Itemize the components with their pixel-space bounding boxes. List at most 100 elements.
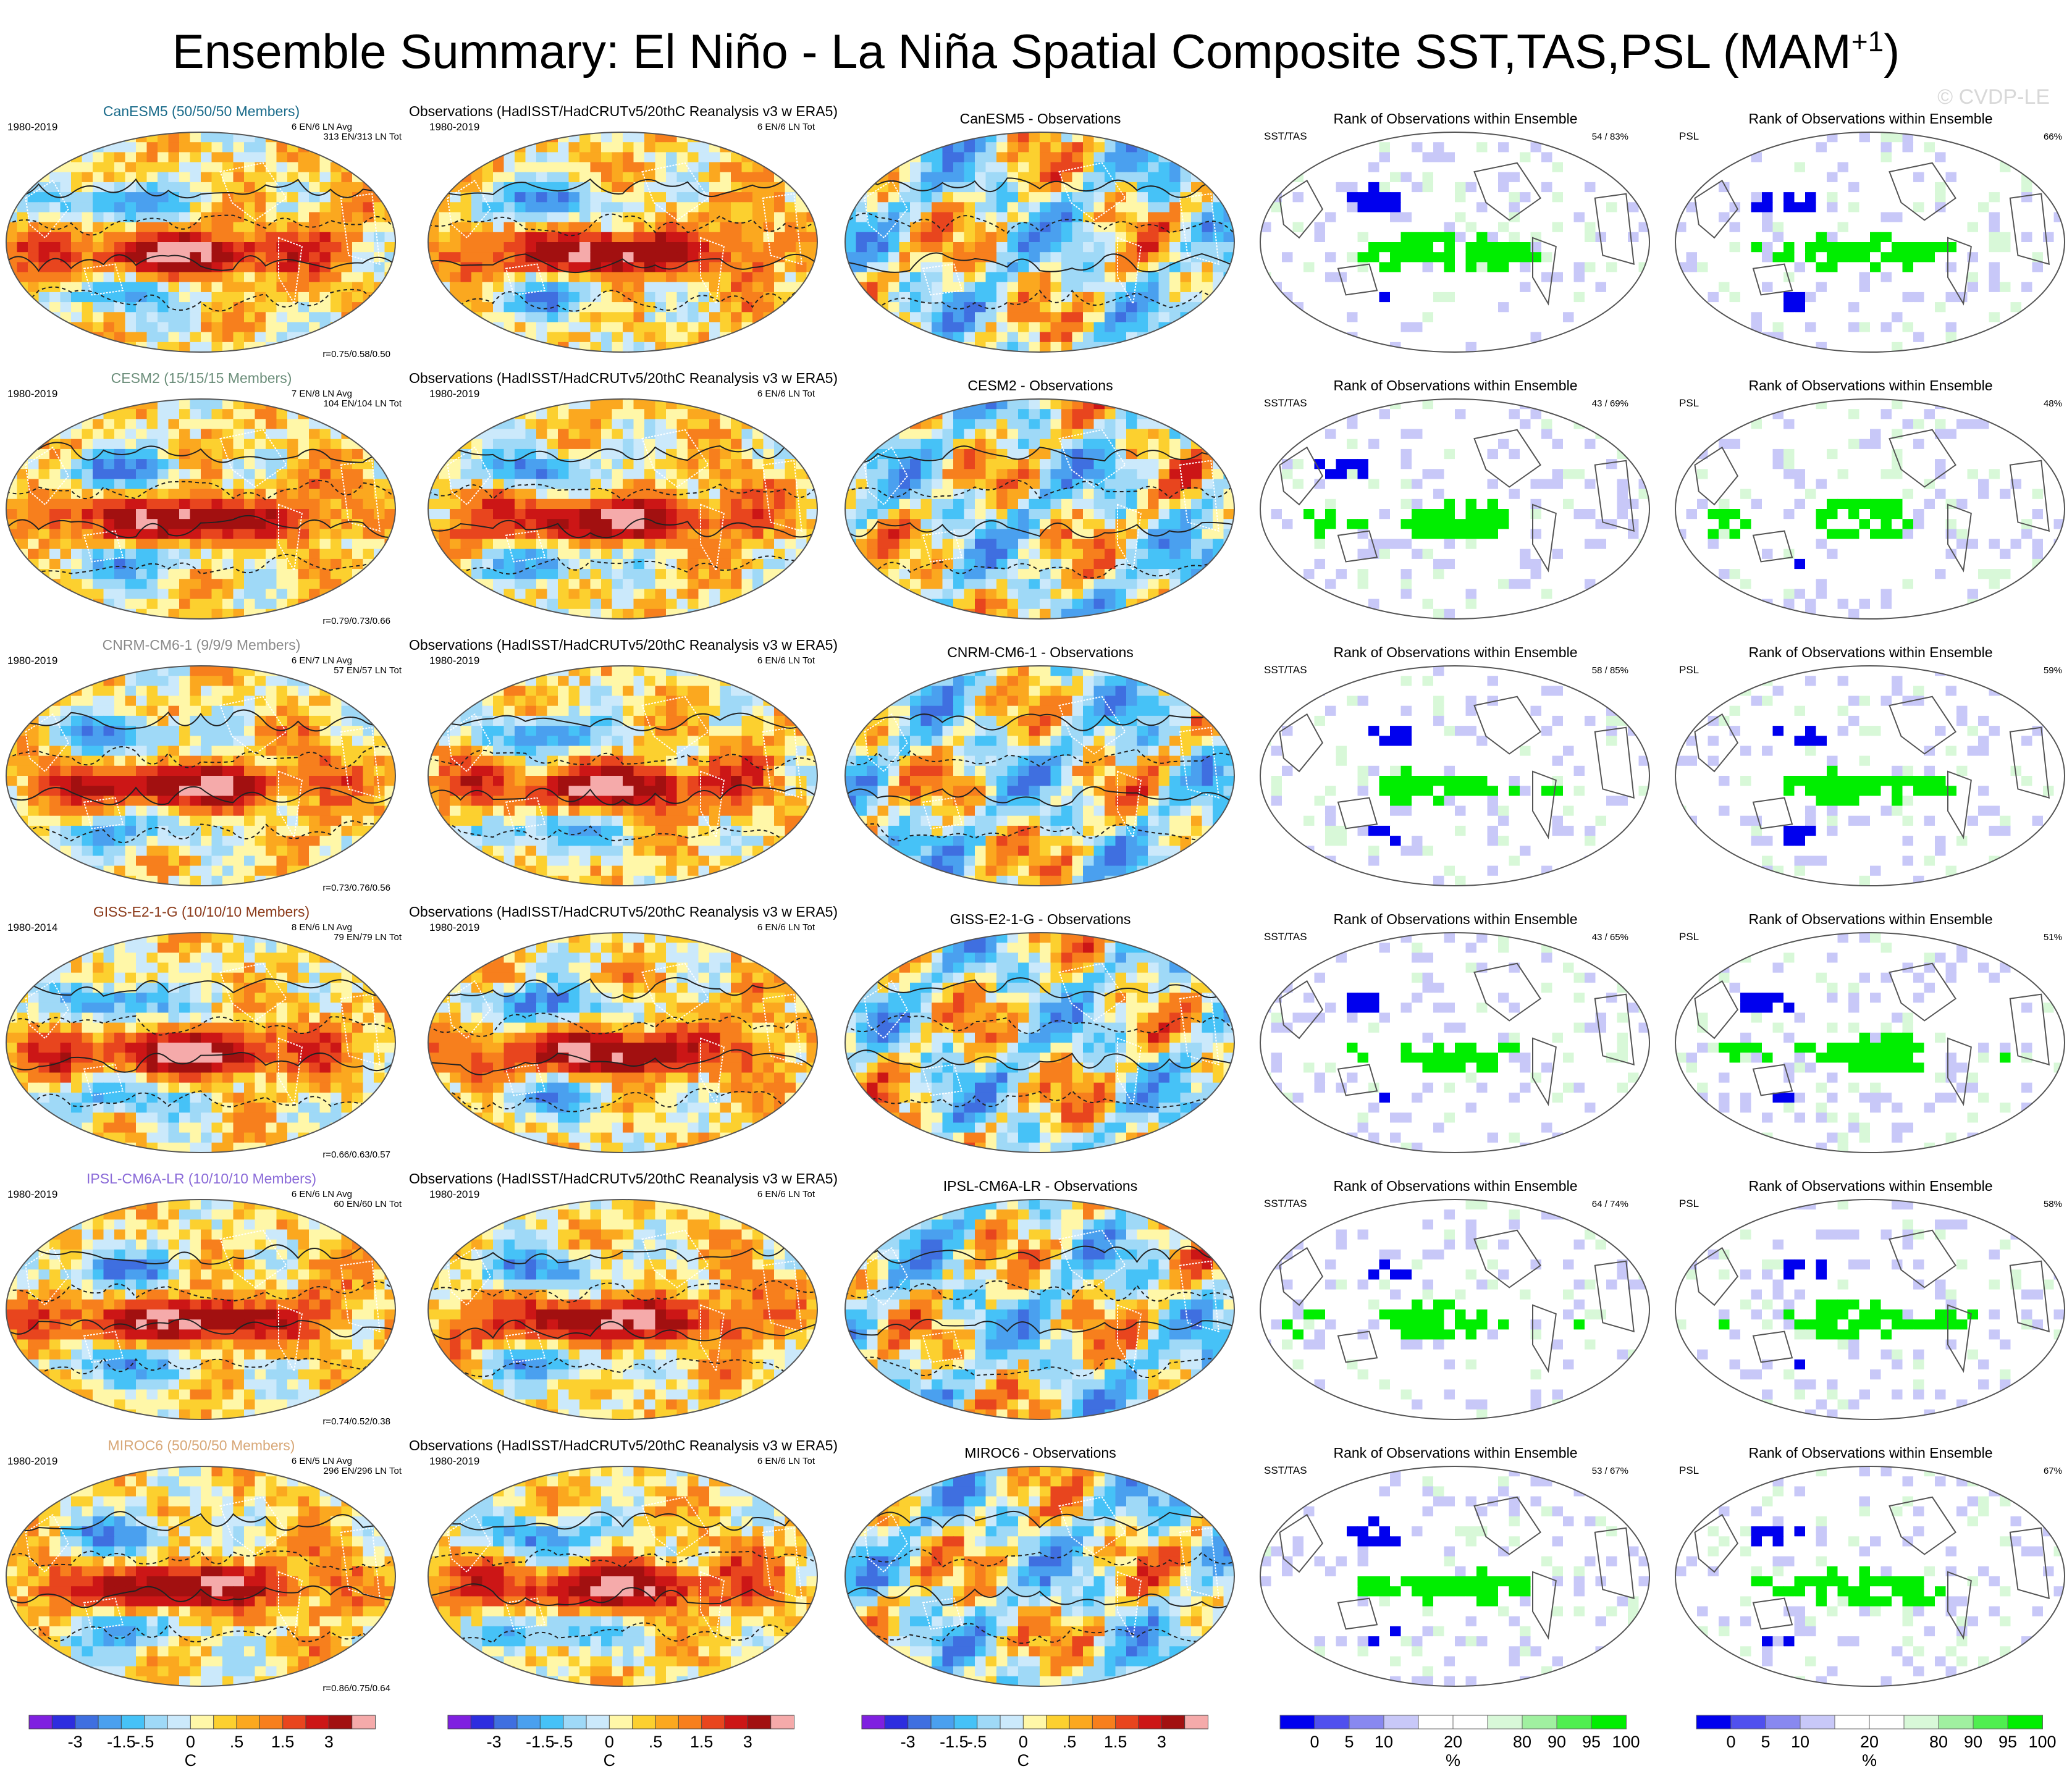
continent-outline: [641, 162, 709, 221]
continent-outline: [505, 1597, 546, 1630]
psl-contour: [6, 1052, 395, 1073]
colorbar-swatch: [1696, 1715, 1732, 1729]
colorbar-unit: %: [1862, 1751, 1877, 1770]
continent-outline: [1058, 1496, 1126, 1555]
model-counts-tot: 313 EN/313 LN Tot: [324, 132, 402, 142]
continent-outline: [1117, 1571, 1142, 1640]
colorbar-swatch: [213, 1715, 238, 1729]
map-border: [427, 1199, 818, 1420]
obs-counts: 6 EN/6 LN Tot: [757, 1189, 815, 1200]
colorbar-swatch: [930, 1715, 955, 1729]
panel-row: MIROC6 (50/50/50 Members) 1980-2019 6 EN/5…: [6, 1437, 2065, 1694]
continent-outline: [219, 429, 287, 488]
psl-contour: [845, 1090, 1234, 1108]
psl-contour: [6, 553, 395, 575]
map-border: [6, 1199, 396, 1420]
obs-panel: Observations (HadISST/HadCRUTv5/20thC Re…: [409, 1170, 838, 1420]
map-border: [1675, 932, 2065, 1153]
colorbar-tick-label: 1.5: [1104, 1733, 1127, 1751]
sst-rank-value: 53 / 67%: [1592, 1466, 1628, 1476]
psl-contour: [6, 1015, 395, 1036]
continent-outline: [340, 193, 381, 265]
colorbar-unit: C: [1017, 1751, 1030, 1770]
sst-rank-panel: Rank of Observations within Ensemble SST/…: [1260, 1445, 1650, 1687]
psl-contour: [6, 214, 395, 236]
psl-contour: [6, 820, 395, 843]
psl-rank-value: 67%: [2044, 1466, 2062, 1476]
colorbar-swatch: [1522, 1715, 1557, 1729]
continent-outline: [1532, 1037, 1557, 1106]
continent-outline: [922, 263, 963, 296]
continent-outline: [505, 263, 546, 296]
continent-outline: [1058, 162, 1126, 221]
continent-outline: [1117, 1037, 1142, 1106]
psl-contour: [845, 520, 1234, 539]
psl-rank-panel: Rank of Observations within Ensemble PSL 4…: [1675, 377, 2065, 620]
map-border: [1675, 665, 2065, 886]
continent-outline: [340, 726, 381, 799]
continent-outline: [1532, 770, 1557, 839]
colorbar-swatch: [1487, 1715, 1523, 1729]
colorbar-tick-label: .5: [230, 1733, 244, 1751]
colorbar-swatch: [2007, 1715, 2043, 1729]
continent-outline: [762, 1260, 802, 1332]
continent-outline: [340, 460, 381, 532]
continent-outline: [25, 713, 69, 773]
map-border: [1260, 1466, 1650, 1687]
psl-contour: [6, 1318, 395, 1338]
sst-rank-value: 64 / 74%: [1592, 1199, 1628, 1209]
watermark: © CVDP-LE: [1937, 85, 2050, 109]
diff-panel: CanESM5 - Observations: [844, 111, 1235, 353]
colorbar-tick-label: 100: [2028, 1733, 2056, 1751]
colorbar-swatch: [1938, 1715, 1974, 1729]
psl-contour: [6, 1549, 395, 1571]
psl-label: PSL: [1679, 1465, 1699, 1476]
map-border: [427, 132, 818, 353]
psl-contour: [428, 823, 817, 846]
colorbar-swatch: [190, 1715, 214, 1729]
rank-title: Rank of Observations within Ensemble: [1748, 377, 1992, 393]
continent-outline: [447, 713, 491, 773]
psl-contour: [428, 1280, 817, 1303]
obs-title: Observations (HadISST/HadCRUTv5/20thC Re…: [409, 1437, 838, 1453]
continent-outline: [922, 530, 963, 563]
psl-contour: [845, 289, 1234, 310]
colorbar-swatch: [1279, 1715, 1315, 1729]
colorbar-tick-label: 1.5: [690, 1733, 714, 1751]
colorbar-swatch: [144, 1715, 168, 1729]
colorbar-swatch: [1869, 1715, 1905, 1729]
colorbar-swatch: [75, 1715, 99, 1729]
psl-contour: [6, 1623, 395, 1643]
map-field: [428, 1200, 817, 1419]
obs-period: 1980-2019: [429, 1455, 479, 1467]
continent-outline: [1279, 1513, 1323, 1573]
model-counts-tot: 57 EN/57 LN Tot: [334, 665, 402, 676]
psl-contour: [6, 786, 395, 805]
continent-outline: [1694, 1246, 1738, 1306]
map-field: [428, 1466, 817, 1686]
map-field: [6, 132, 395, 352]
psl-contour: [428, 1549, 817, 1569]
continent-outline: [1337, 263, 1378, 296]
pattern-correlation: r=0.79/0.73/0.66: [322, 616, 390, 626]
panel-row: IPSL-CM6A-LR (10/10/10 Members) 1980-2019…: [6, 1170, 2065, 1427]
psl-contour: [6, 178, 395, 199]
rank-title: Rank of Observations within Ensemble: [1748, 1178, 1992, 1194]
psl-contour: [845, 1510, 1234, 1531]
map-field: [428, 132, 817, 352]
colorbar-swatch: [98, 1715, 122, 1729]
diff-title: CanESM5 - Observations: [960, 111, 1121, 127]
sst-tas-label: SST/TAS: [1264, 397, 1307, 409]
continent-outline: [1337, 530, 1378, 563]
continent-outline: [641, 1229, 709, 1288]
continent-outline: [219, 162, 287, 221]
continent-outline: [700, 1571, 725, 1640]
colorbar-tick-label: 10: [1375, 1733, 1393, 1751]
model-counts-tot: 296 EN/296 LN Tot: [324, 1466, 402, 1476]
colorbar-unit: C: [185, 1751, 197, 1770]
psl-rank-value: 51%: [2044, 932, 2062, 943]
continent-outline: [700, 237, 725, 306]
continent-outline: [83, 797, 124, 830]
psl-contour: [428, 1356, 817, 1377]
